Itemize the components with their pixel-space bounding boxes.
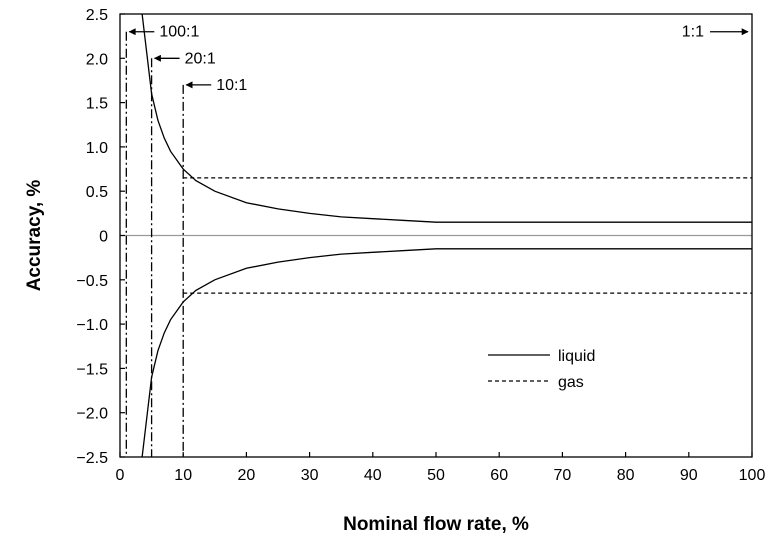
y-tick-label: 1.0 — [86, 140, 108, 157]
y-axis-title: Accuracy, % — [24, 180, 45, 292]
turndown-label-20-1: 20:1 — [185, 50, 216, 67]
legend-label-gas: gas — [558, 374, 584, 391]
x-tick-label: 80 — [617, 467, 635, 484]
x-tick-label: 10 — [174, 467, 192, 484]
y-tick-label: 1.5 — [86, 96, 108, 113]
y-tick-label: −0.5 — [76, 273, 108, 290]
y-tick-label: 2.0 — [86, 51, 108, 68]
x-tick-label: 20 — [238, 467, 256, 484]
legend-label-liquid: liquid — [558, 348, 595, 365]
x-tick-label: 60 — [490, 467, 508, 484]
x-tick-label: 70 — [554, 467, 572, 484]
x-tick-label: 30 — [301, 467, 319, 484]
series-liquid-upper — [141, 13, 752, 223]
turndown-label-1-1: 1:1 — [682, 24, 704, 41]
legend: liquid gas — [488, 348, 595, 391]
axes: 0 10 20 30 40 50 60 70 80 90 100 2.5 2.0 1.5 1.0 0.5 0 −0… — [24, 7, 765, 535]
x-axis-title: Nominal flow rate, % — [343, 514, 529, 535]
x-tick-label: 50 — [427, 467, 445, 484]
annotations: 100:1 20:110:1 1:1 — [125, 24, 749, 457]
y-tick-label: −2.0 — [76, 406, 108, 423]
y-tick-label: −1.0 — [76, 317, 108, 334]
plot-area — [120, 13, 752, 458]
y-tick-label: 0.5 — [86, 184, 108, 201]
x-tick-label: 40 — [364, 467, 382, 484]
x-tick-label: 100 — [739, 467, 766, 484]
y-tick-label: 2.5 — [86, 7, 108, 24]
turndown-label-10-1: 10:1 — [216, 77, 247, 94]
y-tick-label: −1.5 — [76, 361, 108, 378]
x-tick-label: 90 — [680, 467, 698, 484]
x-tick-label: 0 — [116, 467, 125, 484]
y-tick-label: −2.5 — [76, 450, 108, 467]
series-liquid-lower — [141, 248, 752, 458]
y-tick-label: 0 — [99, 229, 108, 246]
turndown-label-100-1: 100:1 — [159, 24, 199, 41]
